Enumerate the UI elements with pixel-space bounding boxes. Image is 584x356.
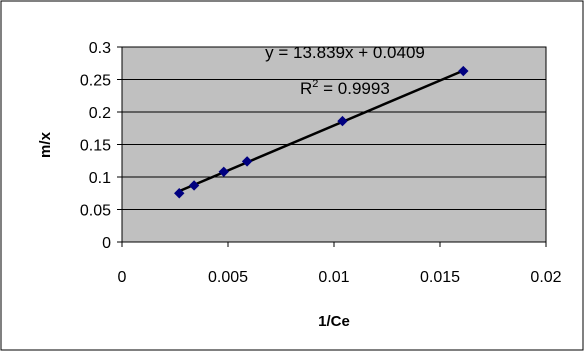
data-point xyxy=(218,166,229,178)
y-tick-label: 0 xyxy=(102,235,111,252)
x-tick-label: 0.005 xyxy=(208,269,248,286)
axes: 0 0.05 0.1 0.15 0.2 0.25 0.3 0 0.005 0.01 0.015 0.0… xyxy=(80,40,562,286)
r-squared-label: R2 = 0.9993 xyxy=(300,78,390,98)
x-tick-label: 0 xyxy=(118,269,127,286)
r-squared-superscript: 2 xyxy=(312,78,318,90)
r-squared-prefix: R xyxy=(300,79,312,98)
y-tick-label: 0.05 xyxy=(80,203,111,220)
x-tick-label: 0.015 xyxy=(420,269,460,286)
data-point xyxy=(174,188,185,199)
y-tick-label: 0.2 xyxy=(89,105,111,122)
y-tick-label: 0.1 xyxy=(89,170,111,187)
y-tick-label: 0.15 xyxy=(80,138,111,155)
x-axis-title: 1/Ce xyxy=(318,313,350,330)
y-tick-label: 0.25 xyxy=(80,73,111,90)
trendline-equation: y = 13.839x + 0.0409 xyxy=(265,43,425,62)
data-point xyxy=(188,180,200,191)
gridlines xyxy=(122,46,546,210)
data-points xyxy=(174,65,469,199)
x-tick-label: 0.01 xyxy=(318,269,349,286)
y-axis-title: m/x xyxy=(37,131,54,158)
x-tick-label: 0.02 xyxy=(530,269,561,286)
y-tick-label: 0.3 xyxy=(89,40,111,57)
data-point xyxy=(458,65,469,77)
data-point xyxy=(337,115,348,127)
r-squared-value: = 0.9993 xyxy=(318,79,389,98)
data-point xyxy=(241,156,253,167)
